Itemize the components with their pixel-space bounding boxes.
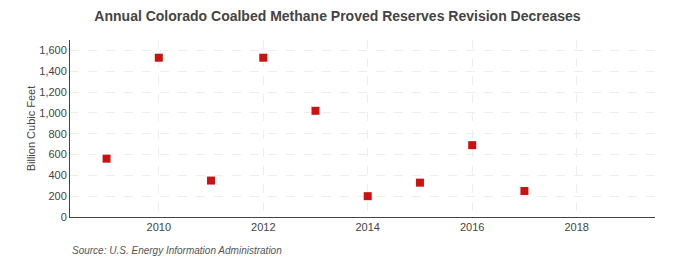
svg-text:2014: 2014	[355, 221, 379, 233]
svg-text:Source: U.S. Energy Informatio: Source: U.S. Energy Information Administ…	[72, 245, 282, 256]
svg-text:0: 0	[61, 211, 67, 223]
svg-text:Annual Colorado Coalbed Methan: Annual Colorado Coalbed Methane Proved R…	[94, 8, 580, 24]
svg-text:400: 400	[48, 169, 66, 181]
svg-text:1,400: 1,400	[39, 65, 67, 77]
svg-text:Billion Cubic Feet: Billion Cubic Feet	[25, 86, 37, 172]
svg-text:1,600: 1,600	[39, 44, 67, 56]
svg-text:2016: 2016	[460, 221, 484, 233]
svg-text:200: 200	[48, 190, 66, 202]
svg-text:1,000: 1,000	[39, 107, 67, 119]
svg-text:1,200: 1,200	[39, 86, 67, 98]
svg-text:2010: 2010	[147, 221, 171, 233]
svg-text:2018: 2018	[564, 221, 588, 233]
svg-text:2012: 2012	[251, 221, 275, 233]
svg-text:800: 800	[48, 128, 66, 140]
svg-text:600: 600	[48, 148, 66, 160]
